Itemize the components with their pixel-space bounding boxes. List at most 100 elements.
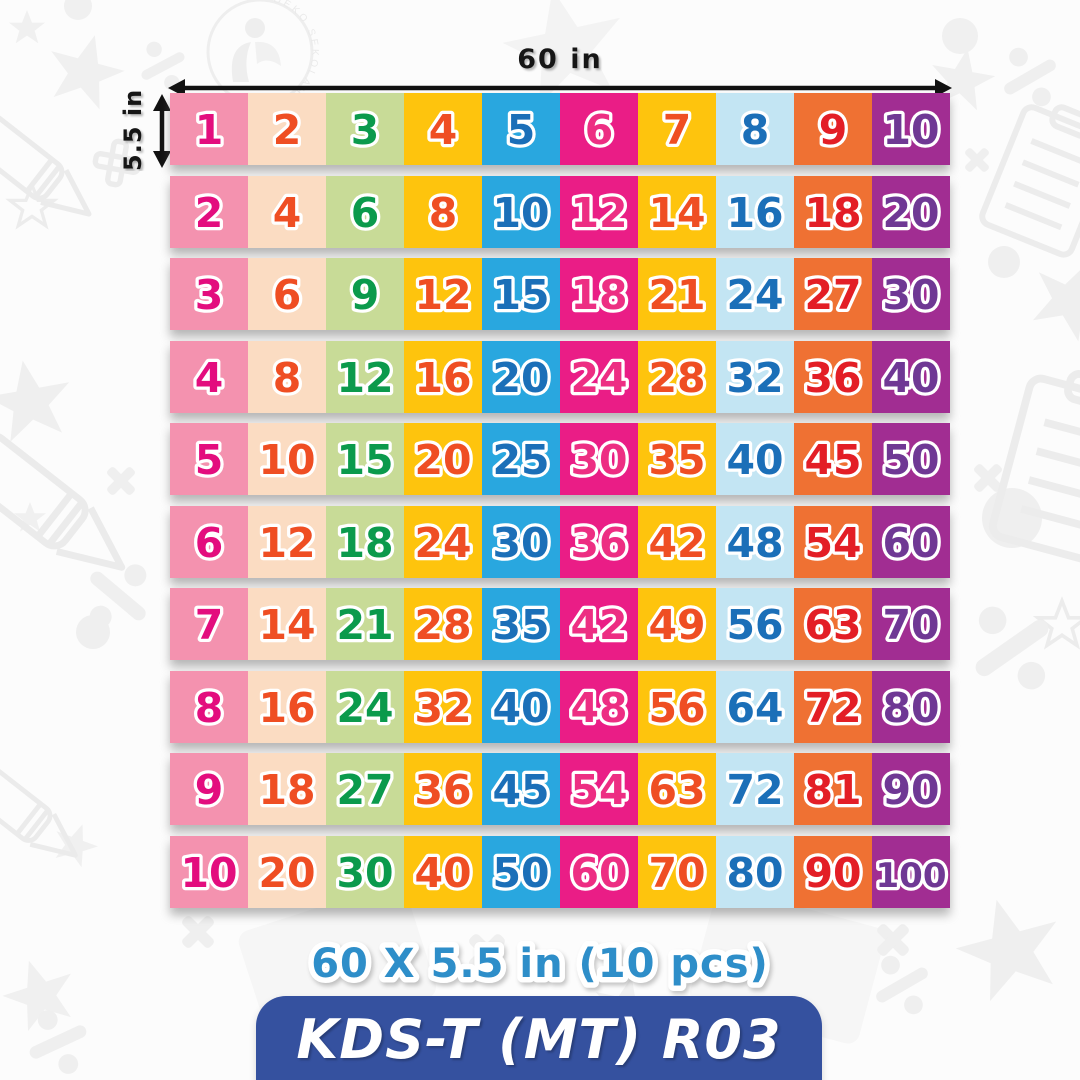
- table-cell-number: 36: [570, 519, 627, 567]
- table-cell-number: 49: [648, 601, 705, 649]
- table-cell: [638, 423, 716, 495]
- table-cell: [638, 93, 716, 165]
- table-cell: [872, 175, 950, 248]
- table-cell: [716, 505, 794, 578]
- table-cell-number: 5: [507, 106, 536, 154]
- table-cell: [638, 835, 716, 908]
- table-cell: [716, 340, 794, 413]
- table-cell-number: 2: [195, 189, 224, 237]
- table-cell-number: 80: [726, 849, 783, 897]
- table-cell-number: 50: [492, 849, 549, 897]
- table-cell: [794, 423, 872, 495]
- table-cell: [872, 835, 950, 908]
- table-cell-number: 12: [336, 354, 393, 402]
- table-cell: [326, 93, 404, 165]
- table-cell: [326, 588, 404, 660]
- table-cell-number: 18: [336, 519, 393, 567]
- table-cell-number: 63: [804, 601, 861, 649]
- table-cell-number: 40: [882, 354, 939, 402]
- table-cell: [248, 753, 326, 825]
- table-cell-number: 18: [258, 766, 315, 814]
- table-cell-number: 8: [195, 684, 224, 732]
- table-cell-number: 72: [726, 766, 783, 814]
- table-cell: [794, 175, 872, 248]
- table-cell: [248, 505, 326, 578]
- table-cell-number: 20: [882, 189, 939, 237]
- table-cell: [170, 423, 248, 495]
- table-cell-number: 14: [648, 189, 705, 237]
- table-strip-8: 8 16 24 32 40 48 56 64 72 80: [170, 670, 950, 743]
- table-cell-number: 35: [648, 436, 705, 484]
- table-cell: [248, 175, 326, 248]
- product-code-text: KDS-T (MT) R03: [296, 1008, 782, 1071]
- table-cell: [482, 93, 560, 165]
- table-cell-number: 36: [414, 766, 471, 814]
- table-cell: [560, 423, 638, 495]
- table-cell: [482, 753, 560, 825]
- table-cell: [638, 670, 716, 743]
- table-cell: [170, 505, 248, 578]
- table-cell: [872, 340, 950, 413]
- table-cell-number: 27: [336, 766, 393, 814]
- table-cell: [170, 93, 248, 165]
- table-cell: [404, 505, 482, 578]
- table-cell: [326, 258, 404, 330]
- table-cell: [716, 588, 794, 660]
- table-cell-number: 16: [726, 189, 783, 237]
- table-cell: [872, 505, 950, 578]
- table-cell: [404, 588, 482, 660]
- table-cell: [794, 258, 872, 330]
- size-caption-text: 60 X 5.5 in (10 pcs): [311, 941, 769, 987]
- table-cell-number: 40: [414, 849, 471, 897]
- table-cell-number: 4: [429, 106, 458, 154]
- table-cell: [170, 340, 248, 413]
- table-cell: [794, 505, 872, 578]
- table-cell: [638, 340, 716, 413]
- table-cell: [560, 753, 638, 825]
- table-cell-number: 6: [195, 519, 224, 567]
- table-cell-number: 21: [648, 271, 705, 319]
- table-cell-number: 56: [648, 684, 705, 732]
- table-cell-number: 60: [882, 519, 939, 567]
- table-cell: [482, 835, 560, 908]
- table-cell: [560, 835, 638, 908]
- table-cell: [794, 588, 872, 660]
- table-cell-number: 10: [180, 849, 237, 897]
- table-cell-number: 35: [492, 601, 549, 649]
- table-cell: [326, 423, 404, 495]
- table-cell-number: 18: [570, 271, 627, 319]
- table-strip-1: 1 2 3 4 5 6 7 8 9 10: [170, 93, 950, 165]
- table-cell-number: 16: [414, 354, 471, 402]
- table-cell-number: 30: [336, 849, 393, 897]
- table-cell-number: 10: [492, 189, 549, 237]
- table-cell-number: 24: [726, 271, 783, 319]
- table-cell-number: 72: [804, 684, 861, 732]
- table-cell: [248, 588, 326, 660]
- table-cell-number: 42: [648, 519, 705, 567]
- table-cell-number: 12: [414, 271, 471, 319]
- table-cell-number: 27: [804, 271, 861, 319]
- table-cell-number: 24: [336, 684, 393, 732]
- table-cell-number: 8: [273, 354, 302, 402]
- table-cell: [248, 423, 326, 495]
- table-cell: [638, 258, 716, 330]
- table-cell: [716, 423, 794, 495]
- table-cell-number: 64: [726, 684, 783, 732]
- table-cell: [716, 258, 794, 330]
- table-cell-number: 45: [804, 436, 861, 484]
- table-cell-number: 8: [429, 189, 458, 237]
- table-cell-number: 3: [195, 271, 224, 319]
- table-cell: [326, 340, 404, 413]
- table-cell: [560, 340, 638, 413]
- table-strip-7: 7 14 21 28 35 42 49 56 63 70: [170, 588, 950, 660]
- table-cell-number: 36: [804, 354, 861, 402]
- table-cell: [482, 588, 560, 660]
- table-cell: [716, 753, 794, 825]
- table-strip-10: 10 20 30 40 50 60 70 80 90 100: [170, 835, 950, 908]
- table-cell-number: 6: [585, 106, 614, 154]
- table-cell-number: 50: [882, 436, 939, 484]
- table-cell: [170, 588, 248, 660]
- table-cell-number: 8: [741, 106, 770, 154]
